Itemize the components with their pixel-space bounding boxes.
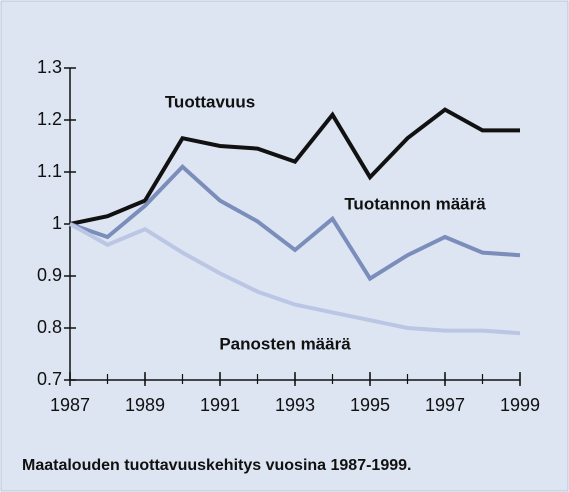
series-label: Tuotannon määrä	[344, 194, 486, 213]
series-line	[69, 222, 521, 336]
caption: Maatalouden tuottavuuskehitys vuosina 19…	[22, 457, 411, 474]
x-tick-label: 1999	[500, 395, 540, 415]
x-tick-label: 1987	[50, 395, 90, 415]
y-tick-label: 0.8	[37, 317, 62, 337]
x-tick-label: 1989	[125, 395, 165, 415]
series-label: Panosten määrä	[219, 334, 351, 353]
y-tick-label: 1	[52, 213, 62, 233]
series-line	[69, 107, 520, 226]
series-line	[69, 164, 521, 282]
x-tick-label: 1991	[200, 395, 240, 415]
x-tick-label: 1993	[275, 395, 315, 415]
y-tick-label: 1.1	[37, 161, 62, 181]
y-tick-label: 1.3	[37, 57, 62, 77]
series-label: Tuottavuus	[165, 92, 255, 111]
y-tick-label: 1.2	[37, 109, 62, 129]
y-tick-label: 0.7	[37, 369, 62, 389]
y-tick-label: 0.9	[37, 265, 62, 285]
x-tick-label: 1997	[425, 395, 465, 415]
x-tick-label: 1995	[350, 395, 390, 415]
